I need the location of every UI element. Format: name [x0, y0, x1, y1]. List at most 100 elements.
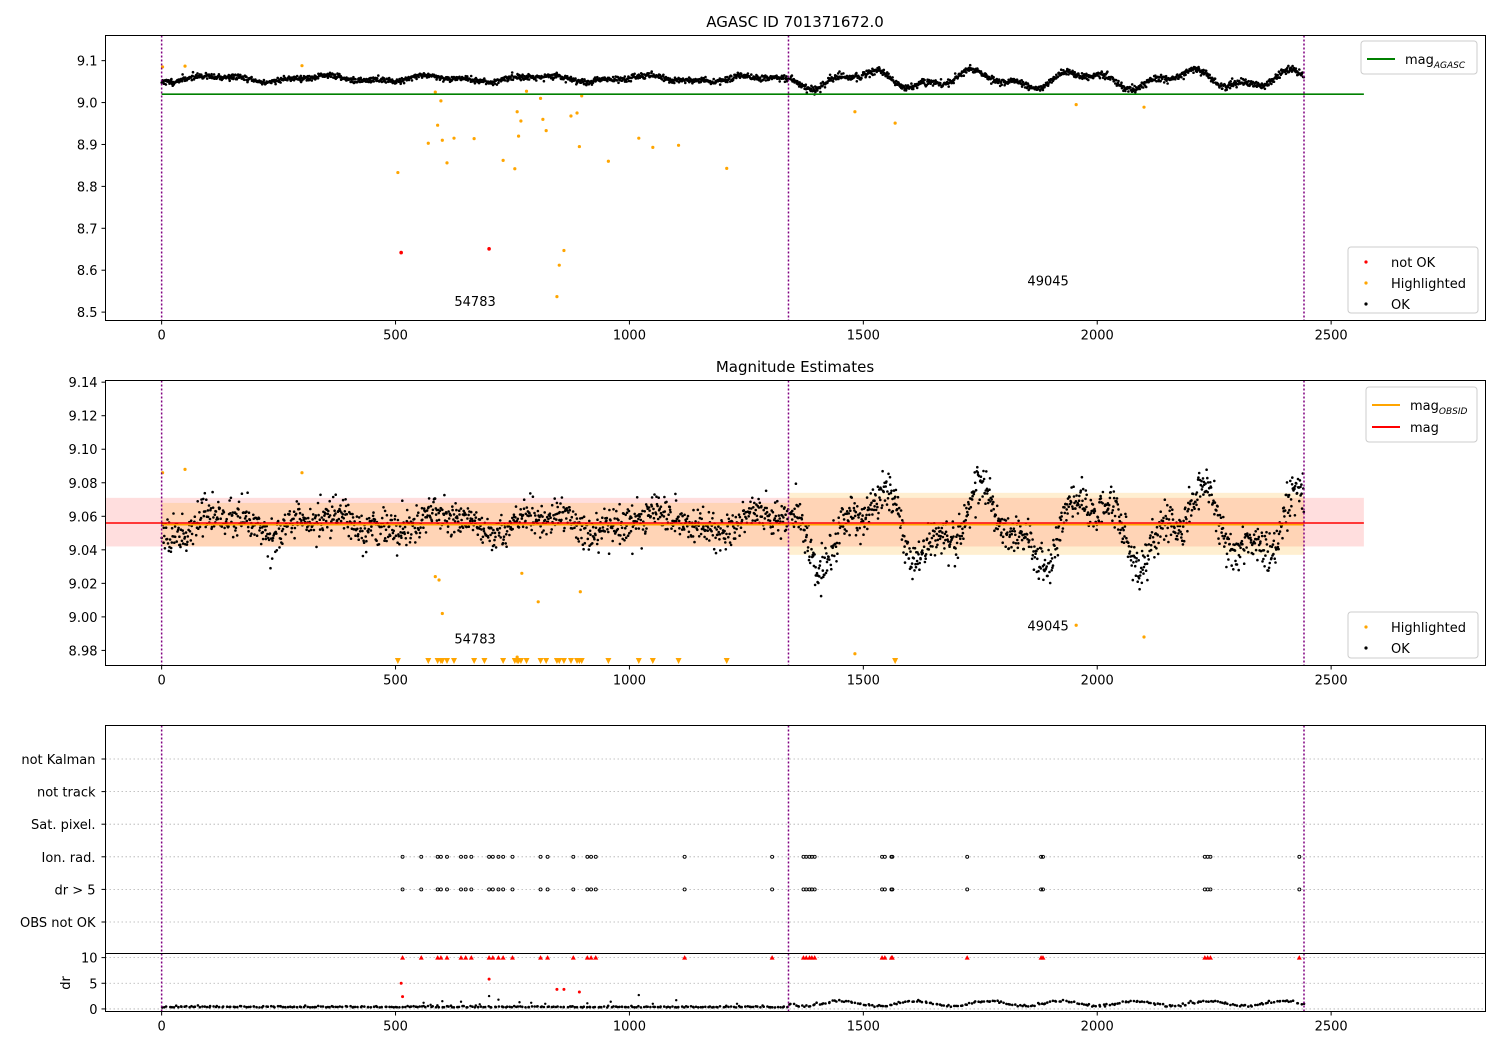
agasc-ok-point [1134, 91, 1137, 94]
magnitude-ok-point [480, 516, 484, 520]
magnitude-ok-point [1031, 538, 1034, 541]
magnitude-ok-point [245, 519, 249, 523]
agasc-highlighted-point [300, 64, 304, 68]
magnitude-ok-point [724, 548, 728, 551]
magnitude-ok-point [1112, 490, 1116, 493]
magnitude-ok-point [595, 511, 598, 515]
agasc-ok-point [495, 83, 499, 86]
agasc-ok-point [887, 72, 890, 76]
agasc-ok-point [542, 79, 546, 83]
magnitude-ok-point [250, 532, 253, 535]
magnitude-ok-point [981, 495, 984, 498]
magnitude-ok-point [842, 513, 845, 517]
magnitude-ok-point [862, 533, 865, 536]
magnitude-ok-point [631, 525, 635, 529]
magnitude-ok-point [603, 507, 606, 511]
magnitude-ok-point [481, 541, 485, 544]
magnitude-ok-point [475, 511, 478, 514]
magnitude-ok-point [1164, 514, 1167, 518]
magnitude-ok-point [597, 551, 600, 554]
magnitude-ok-point [341, 498, 345, 502]
magnitude-ok-point [235, 512, 238, 516]
flag-point [1297, 887, 1302, 892]
magnitude-ok-point [180, 539, 184, 543]
agasc-ok-point [1103, 75, 1106, 78]
magnitude-ok-point [1116, 528, 1120, 531]
agasc-line-legend: magAGASC [1360, 40, 1478, 75]
magnitude-ok-point [252, 513, 255, 517]
magnitude-ok-point [1149, 543, 1153, 547]
magnitude-ok-point [934, 527, 938, 530]
agasc-ok-point [1276, 73, 1279, 77]
magnitude-ok-point [1012, 527, 1016, 530]
magnitude-ok-point [740, 518, 744, 522]
magnitude-ok-point [398, 525, 402, 528]
magnitude-ok-point [1195, 491, 1199, 494]
magnitude-ok-point [196, 500, 199, 503]
dr-point [193, 1005, 197, 1008]
magnitude-ok-point [431, 508, 435, 512]
agasc-highlighted-point [544, 129, 548, 133]
magnitude-ok-point [784, 513, 787, 516]
magnitude-ok-point [760, 515, 764, 518]
magnitude-ok-point [1293, 484, 1297, 488]
magnitude-ok-point [637, 513, 641, 516]
magnitude-ok-point [750, 507, 753, 510]
magnitude-ok-point [966, 510, 969, 514]
magnitude-ok-point [562, 506, 565, 509]
magnitude-ok-point [416, 514, 419, 517]
magnitude-ok-point [615, 509, 618, 513]
magnitude-ok-point [237, 508, 240, 511]
agasc-ytick-label: 8.7 [77, 222, 98, 237]
magnitude-ok-point [211, 490, 214, 494]
agasc-ok-point [684, 81, 687, 85]
magnitude-ok-point [454, 502, 457, 505]
magnitude-ok-point [1142, 572, 1145, 575]
agasc-ok-point [1225, 88, 1228, 91]
magnitude-ok-point [1224, 541, 1227, 545]
dr-point [266, 1005, 270, 1008]
magnitude-ok-point [643, 510, 646, 513]
magnitude-ok-point [228, 499, 231, 502]
magnitude-ok-point [657, 496, 660, 500]
magnitude-ok-point [322, 518, 325, 521]
agasc-ok-point [855, 71, 858, 75]
magnitude-ok-point [991, 495, 995, 498]
magnitude-ok-point [530, 528, 533, 532]
magnitude-ok-point [918, 561, 921, 565]
agasc-ok-point [782, 77, 785, 80]
magnitude-ok-point [311, 518, 314, 521]
magnitude-ok-point [479, 538, 483, 541]
agasc-ok-point [837, 77, 840, 81]
magnitude-ok-point [330, 505, 334, 509]
agasc-ok-point [1026, 82, 1030, 85]
magnitude-ok-point [364, 550, 368, 554]
magnitude-ok-point [261, 537, 265, 541]
magnitude-ok-point [833, 554, 836, 558]
agasc-ok-point [979, 70, 983, 73]
magnitude-ok-point [181, 542, 185, 545]
agasc-ok-point [1020, 85, 1024, 88]
agasc-highlighted-point [436, 123, 440, 127]
dr-point [474, 1004, 478, 1007]
magnitude-ok-point [813, 553, 816, 556]
magnitude-ok-point [719, 527, 722, 530]
magnitude-ok-point [1159, 510, 1162, 513]
magnitude-ok-point [694, 520, 697, 523]
magnitude-ok-point [713, 526, 717, 529]
magnitude-ok-point [234, 529, 237, 532]
magnitude-ytick-label: 8.98 [69, 644, 98, 659]
magnitude-ok-point [1051, 564, 1055, 567]
magnitude-ok-point [1287, 493, 1291, 497]
agasc-ok-point [718, 77, 722, 80]
magnitude-ok-point [1010, 545, 1013, 549]
magnitude-ok-point [849, 509, 852, 512]
magnitude-ok-point [316, 501, 320, 505]
agasc-ok-point [417, 75, 421, 79]
magnitude-ok-point [1112, 496, 1116, 500]
agasc-ok-point [245, 75, 248, 79]
magnitude-ok-point [166, 518, 169, 521]
magnitude-ok-point [294, 512, 298, 516]
magnitude-ok-point [1109, 485, 1113, 489]
agasc-highlighted-point [426, 141, 430, 145]
